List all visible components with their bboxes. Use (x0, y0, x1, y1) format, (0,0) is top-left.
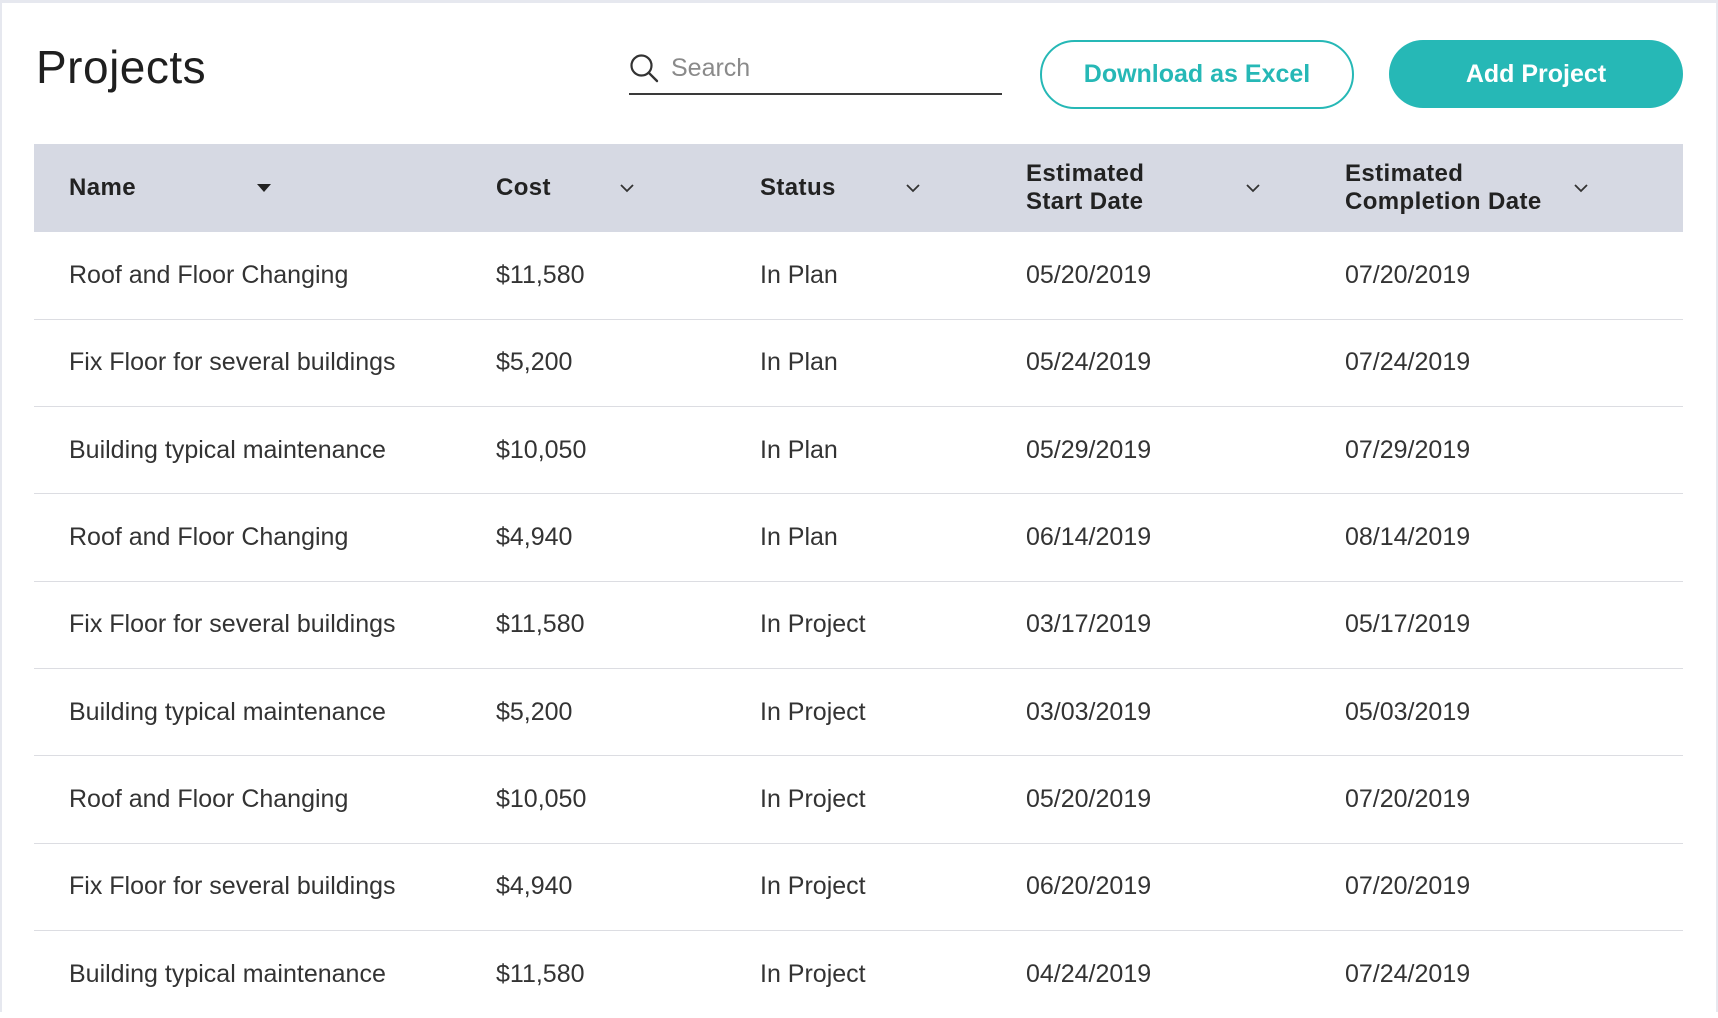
cell-status: In Project (760, 784, 866, 813)
cell-start-date: 03/17/2019 (1026, 610, 1152, 639)
cell-completion-date: 07/20/2019 (1345, 784, 1471, 813)
cell-cost: $10,050 (496, 435, 587, 464)
column-header-label: Name (69, 174, 136, 201)
cell-name: Building typical maintenance (69, 435, 386, 464)
table-row[interactable]: Roof and Floor Changing $4,940 In Plan 0… (34, 494, 1683, 582)
column-header-cost[interactable]: Cost (496, 144, 760, 232)
cell-start-date: 05/24/2019 (1026, 348, 1152, 377)
cell-status: In Project (760, 610, 866, 639)
cell-start-date: 05/29/2019 (1026, 435, 1152, 464)
search-bar[interactable] (629, 46, 1002, 95)
cell-name: Roof and Floor Changing (69, 784, 349, 813)
table-row[interactable]: Fix Floor for several buildings $4,940 I… (34, 843, 1683, 931)
cell-start-date: 05/20/2019 (1026, 784, 1152, 813)
cell-completion-date: 07/20/2019 (1345, 260, 1471, 289)
cell-completion-date: 07/29/2019 (1345, 435, 1471, 464)
cell-completion-date: 05/03/2019 (1345, 697, 1471, 726)
cell-cost: $5,200 (496, 697, 573, 726)
cell-status: In Plan (760, 348, 838, 377)
table-row[interactable]: Building typical maintenance $11,580 In … (34, 930, 1683, 1017)
cell-start-date: 05/20/2019 (1026, 260, 1152, 289)
cell-name: Fix Floor for several buildings (69, 348, 396, 377)
cell-name: Fix Floor for several buildings (69, 610, 396, 639)
search-input[interactable] (671, 48, 991, 88)
cell-name: Building typical maintenance (69, 959, 386, 988)
cell-status: In Project (760, 959, 866, 988)
page-header: Projects Download as Excel Add Project (0, 0, 1718, 140)
cell-name: Roof and Floor Changing (69, 260, 349, 289)
column-header-label: Cost (496, 174, 551, 201)
cell-completion-date: 05/17/2019 (1345, 610, 1471, 639)
cell-completion-date: 07/24/2019 (1345, 959, 1471, 988)
cell-start-date: 06/14/2019 (1026, 523, 1152, 552)
page-title: Projects (36, 41, 207, 93)
cell-cost: $11,580 (496, 260, 585, 289)
table-row[interactable]: Building typical maintenance $5,200 In P… (34, 668, 1683, 756)
table-row[interactable]: Fix Floor for several buildings $5,200 I… (34, 319, 1683, 407)
table-row[interactable]: Roof and Floor Changing $11,580 In Plan … (34, 232, 1683, 320)
cell-completion-date: 07/24/2019 (1345, 348, 1471, 377)
chevron-down-icon[interactable] (619, 183, 635, 193)
cell-status: In Plan (760, 435, 838, 464)
column-header-completion-date[interactable]: Estimated Completion Date (1345, 144, 1683, 232)
chevron-down-icon[interactable] (1245, 183, 1261, 193)
table-header-row: Name Cost Status (34, 144, 1683, 232)
column-header-name[interactable]: Name (34, 144, 496, 232)
cell-start-date: 03/03/2019 (1026, 697, 1152, 726)
cell-status: In Project (760, 872, 866, 901)
column-header-label: Estimated Start Date (1026, 160, 1145, 215)
chevron-down-icon[interactable] (1573, 183, 1589, 193)
table-row[interactable]: Roof and Floor Changing $10,050 In Proje… (34, 756, 1683, 844)
cell-name: Fix Floor for several buildings (69, 872, 396, 901)
add-project-button[interactable]: Add Project (1389, 40, 1683, 108)
cell-cost: $11,580 (496, 959, 585, 988)
cell-status: In Plan (760, 260, 838, 289)
caret-down-filled-icon[interactable] (256, 182, 272, 194)
column-header-label: Estimated Completion Date (1345, 160, 1542, 215)
search-icon (630, 54, 659, 83)
cell-cost: $4,940 (496, 523, 573, 552)
cell-status: In Plan (760, 523, 838, 552)
cell-completion-date: 07/20/2019 (1345, 872, 1471, 901)
cell-start-date: 04/24/2019 (1026, 959, 1152, 988)
table-row[interactable]: Building typical maintenance $10,050 In … (34, 407, 1683, 494)
chevron-down-icon[interactable] (905, 183, 921, 193)
cell-start-date: 06/20/2019 (1026, 872, 1152, 901)
column-header-label: Status (760, 174, 836, 201)
projects-table: Name Cost Status (34, 144, 1683, 1018)
download-excel-button[interactable]: Download as Excel (1040, 40, 1354, 109)
column-header-start-date[interactable]: Estimated Start Date (1026, 144, 1345, 232)
cell-cost: $5,200 (496, 348, 573, 377)
cell-completion-date: 08/14/2019 (1345, 523, 1471, 552)
cell-name: Roof and Floor Changing (69, 523, 349, 552)
cell-cost: $10,050 (496, 784, 587, 813)
table-row[interactable]: Fix Floor for several buildings $11,580 … (34, 581, 1683, 669)
cell-cost: $4,940 (496, 872, 573, 901)
cell-status: In Project (760, 697, 866, 726)
cell-name: Building typical maintenance (69, 697, 386, 726)
column-header-status[interactable]: Status (760, 144, 1026, 232)
cell-cost: $11,580 (496, 610, 585, 639)
